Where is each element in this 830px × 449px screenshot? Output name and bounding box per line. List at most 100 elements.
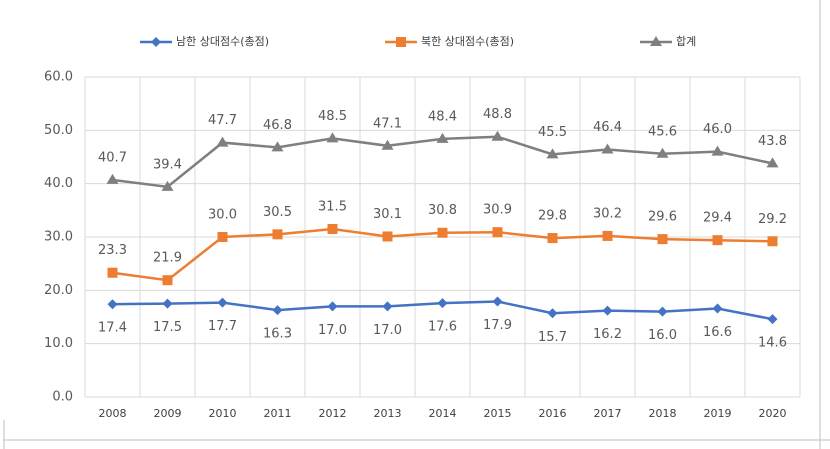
legend-label: 합계: [676, 35, 696, 48]
marker: [656, 147, 669, 158]
x-tick-label: 2018: [649, 407, 677, 420]
x-tick-label: 2010: [209, 407, 237, 420]
marker: [107, 267, 118, 278]
y-tick-label: 30.0: [44, 230, 73, 245]
data-label: 46.0: [703, 122, 732, 137]
data-label: 39.4: [153, 157, 182, 172]
data-label: 21.9: [153, 251, 182, 266]
marker: [217, 297, 228, 308]
marker: [767, 314, 778, 325]
marker: [650, 36, 662, 46]
data-label: 45.6: [648, 124, 677, 139]
marker: [382, 301, 393, 312]
data-label: 15.7: [538, 330, 567, 345]
data-label: 17.7: [208, 319, 237, 334]
data-label: 23.3: [98, 243, 127, 258]
marker: [161, 180, 174, 191]
marker: [216, 136, 229, 147]
data-label: 47.1: [373, 116, 402, 131]
data-label: 17.0: [318, 323, 347, 338]
x-tick-label: 2012: [319, 407, 347, 420]
data-label: 29.2: [758, 212, 787, 227]
marker: [436, 132, 449, 143]
data-label: 16.2: [593, 327, 622, 342]
data-label: 48.4: [428, 109, 457, 124]
data-label: 17.6: [428, 320, 457, 335]
data-label: 29.8: [538, 209, 567, 224]
marker: [327, 224, 338, 234]
marker: [602, 305, 613, 316]
marker: [107, 299, 118, 310]
y-tick-label: 10.0: [44, 336, 73, 351]
data-label: 30.5: [263, 205, 292, 220]
marker: [657, 306, 668, 317]
legend-label: 남한 상대점수(총점): [176, 35, 269, 48]
x-tick-label: 2016: [539, 407, 567, 420]
marker: [657, 234, 668, 245]
marker: [162, 275, 173, 286]
x-tick-label: 2008: [99, 407, 127, 420]
data-label: 30.0: [208, 208, 237, 223]
marker: [492, 296, 503, 307]
data-label: 30.2: [593, 206, 622, 221]
x-tick-label: 2009: [154, 407, 182, 420]
marker: [547, 233, 558, 244]
marker: [492, 227, 503, 238]
data-label: 16.6: [703, 325, 732, 340]
data-label: 40.7: [98, 150, 127, 165]
data-label: 30.8: [428, 203, 457, 218]
marker: [602, 230, 613, 241]
x-tick-label: 2020: [759, 407, 787, 420]
marker: [546, 148, 559, 159]
marker: [711, 145, 724, 156]
marker: [271, 141, 284, 152]
marker: [272, 229, 283, 240]
marker: [712, 235, 723, 246]
x-tick-label: 2019: [704, 407, 732, 420]
data-label: 30.1: [373, 207, 402, 222]
y-tick-label: 60.0: [44, 70, 73, 85]
data-label: 46.8: [263, 118, 292, 133]
data-label: 29.4: [703, 211, 732, 226]
data-label: 17.9: [483, 318, 512, 333]
y-tick-label: 0.0: [52, 390, 73, 405]
data-label: 48.8: [483, 107, 512, 122]
data-label: 17.5: [153, 320, 182, 335]
marker: [396, 37, 406, 47]
marker: [151, 37, 161, 47]
data-label: 48.5: [318, 109, 347, 124]
marker: [327, 301, 338, 312]
marker: [547, 308, 558, 319]
data-label: 47.7: [208, 113, 237, 128]
data-label: 46.4: [593, 120, 622, 135]
marker: [272, 305, 283, 316]
data-label: 16.0: [648, 328, 677, 343]
marker: [491, 130, 504, 141]
marker: [437, 227, 448, 238]
marker: [767, 236, 778, 247]
marker: [106, 173, 119, 184]
x-tick-label: 2014: [429, 407, 457, 420]
legend-label: 북한 상대점수(총점): [421, 35, 514, 48]
marker: [381, 139, 394, 150]
marker: [217, 232, 228, 242]
data-label: 17.4: [98, 321, 127, 336]
y-tick-label: 50.0: [44, 123, 73, 138]
marker: [326, 132, 339, 143]
y-tick-label: 40.0: [44, 176, 73, 191]
data-label: 43.8: [758, 134, 787, 149]
marker: [437, 298, 448, 309]
y-tick-label: 20.0: [44, 283, 73, 298]
data-label: 45.5: [538, 125, 567, 140]
x-tick-label: 2017: [594, 407, 622, 420]
data-label: 17.0: [373, 323, 402, 338]
marker: [601, 143, 614, 154]
data-label: 30.9: [483, 203, 512, 218]
data-label: 29.6: [648, 210, 677, 225]
marker: [712, 303, 723, 314]
x-tick-label: 2015: [484, 407, 512, 420]
marker: [162, 298, 173, 309]
data-label: 14.6: [758, 336, 787, 351]
x-tick-label: 2011: [264, 407, 292, 420]
